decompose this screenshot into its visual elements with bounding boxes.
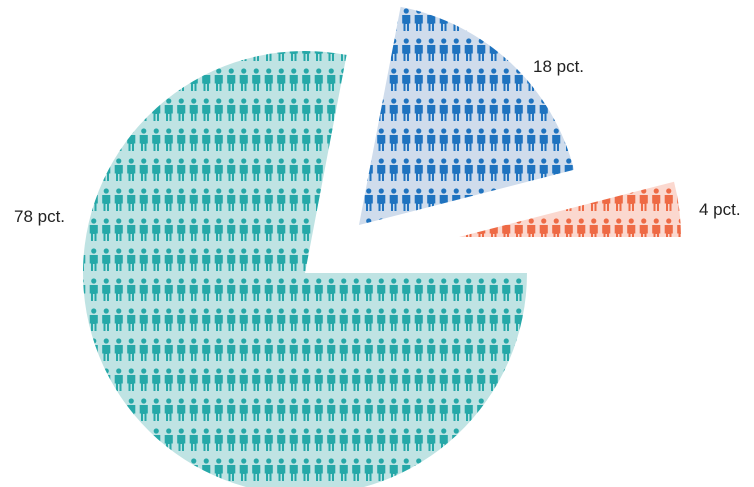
slice-label-4: 4 pct.	[699, 200, 741, 219]
pie-slice-18	[359, 6, 575, 226]
slice-label-18: 18 pct.	[533, 57, 584, 76]
pie-slice-4	[459, 181, 681, 237]
pie-slice-78	[83, 51, 527, 487]
labels-group: 78 pct. 18 pct. 4 pct.	[14, 57, 741, 226]
slice-label-78: 78 pct.	[14, 207, 65, 226]
slices-group	[83, 6, 681, 487]
